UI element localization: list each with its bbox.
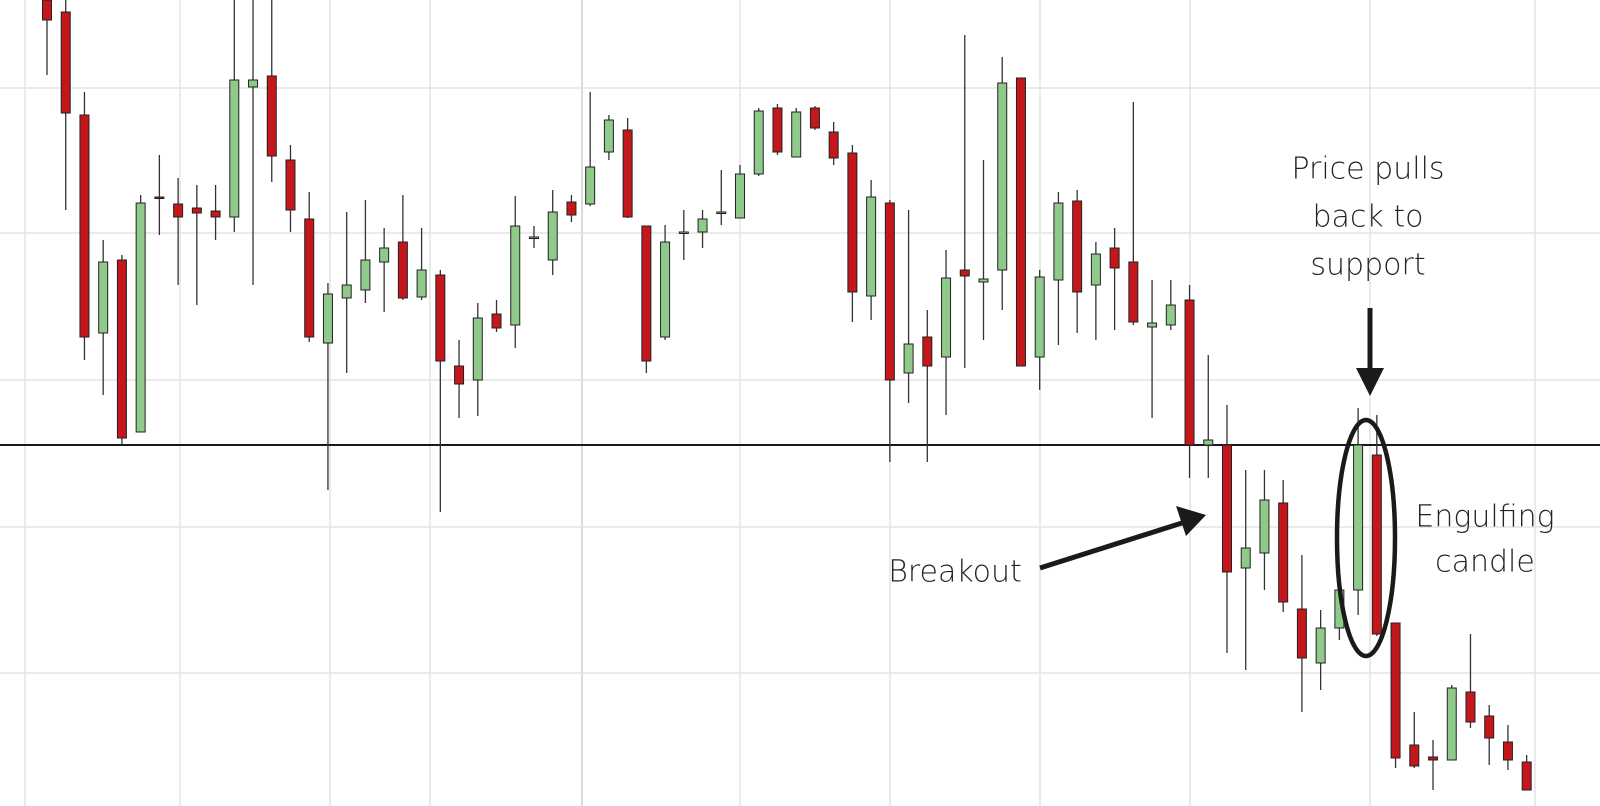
candle-body [941, 277, 952, 358]
candle-body [360, 259, 371, 291]
candle-body [322, 293, 333, 344]
candle-body [135, 202, 146, 433]
candle-body [997, 82, 1008, 271]
candle-body [1184, 299, 1195, 446]
candle-body [622, 129, 633, 218]
annotation-text: candle [1435, 545, 1535, 580]
candle-body [547, 211, 558, 261]
candle-body [1165, 304, 1176, 326]
candle-body [341, 284, 352, 299]
candle-body [772, 107, 783, 153]
annotation-shapes [1039, 308, 1398, 659]
annotation-text: Breakout [888, 555, 1022, 590]
candle-body [173, 203, 184, 218]
candle-body [1090, 253, 1101, 286]
candle-body [491, 313, 502, 329]
candle-body [1147, 322, 1158, 328]
annotations: Price pulls back to support Breakout Eng… [888, 152, 1554, 590]
candle-body [510, 225, 521, 326]
candle-body [1521, 761, 1532, 791]
candle-body [1109, 247, 1120, 269]
candle-body [379, 247, 390, 263]
candle-body [116, 259, 127, 439]
candle-body [753, 110, 764, 175]
candle-body [828, 131, 839, 159]
candle-body [210, 210, 221, 218]
candle-body [454, 365, 465, 385]
candle-body [1015, 77, 1026, 367]
candle-body [1428, 756, 1439, 761]
candle-body [79, 114, 90, 338]
arrow [1039, 519, 1186, 571]
candle-body [1446, 687, 1457, 761]
candle-body [660, 241, 671, 338]
candle-body [154, 196, 165, 199]
candle-body [98, 261, 109, 334]
candle-body [809, 107, 820, 129]
candle-body [229, 79, 240, 218]
candle-body [866, 196, 877, 297]
candle-body [1353, 444, 1364, 591]
candle-body [1203, 439, 1214, 446]
candle-body [304, 218, 315, 338]
candle-body [248, 79, 259, 88]
candle-body [1221, 444, 1232, 573]
candle-body [903, 343, 914, 374]
candle-body [1315, 627, 1326, 664]
candle-body [791, 111, 802, 158]
candle-body [1502, 741, 1513, 761]
candle-body [978, 278, 989, 283]
candle-body [603, 119, 614, 153]
candle-body [397, 241, 408, 299]
candle-body [716, 211, 727, 214]
candle-body [1053, 202, 1064, 281]
candle-body [1034, 276, 1045, 358]
candle-body [959, 269, 970, 277]
candle-body [435, 274, 446, 362]
candle-body [1259, 499, 1270, 554]
candle-body [922, 336, 933, 367]
annotation-text: Engulfing [1415, 500, 1554, 535]
candle-body [884, 202, 895, 381]
candle-body [641, 225, 652, 362]
candle-body [697, 218, 708, 233]
annotation-text: Price pulls [1291, 152, 1444, 187]
annotation-text: back to [1313, 200, 1424, 235]
candle-body [528, 236, 539, 239]
candle-body [847, 152, 858, 293]
candle-body [1296, 608, 1307, 659]
candle-body [1072, 200, 1083, 293]
annotation-text: support [1310, 248, 1425, 283]
candle-body [1465, 691, 1476, 723]
highlight-ellipse [1334, 417, 1398, 659]
candle-body [472, 317, 483, 381]
candle-body [1128, 261, 1139, 323]
candle-body [285, 159, 296, 211]
candle-body [1240, 547, 1251, 569]
candle-body [191, 207, 202, 214]
candle-body [735, 173, 746, 219]
candle-body [60, 11, 71, 114]
candle-body [1278, 502, 1289, 603]
candle-body [585, 166, 596, 205]
arrow-head [1176, 506, 1206, 536]
candle-body [566, 201, 577, 216]
candle-body [416, 269, 427, 298]
candle-body [1484, 715, 1495, 739]
candle-body [1371, 454, 1382, 635]
candle-body [266, 75, 277, 157]
candle-body [678, 231, 689, 234]
arrow-head [1356, 368, 1384, 396]
candle-body [1409, 744, 1420, 767]
candle-body [42, 0, 52, 21]
candle-body [1390, 622, 1401, 759]
candles [42, 0, 1532, 791]
